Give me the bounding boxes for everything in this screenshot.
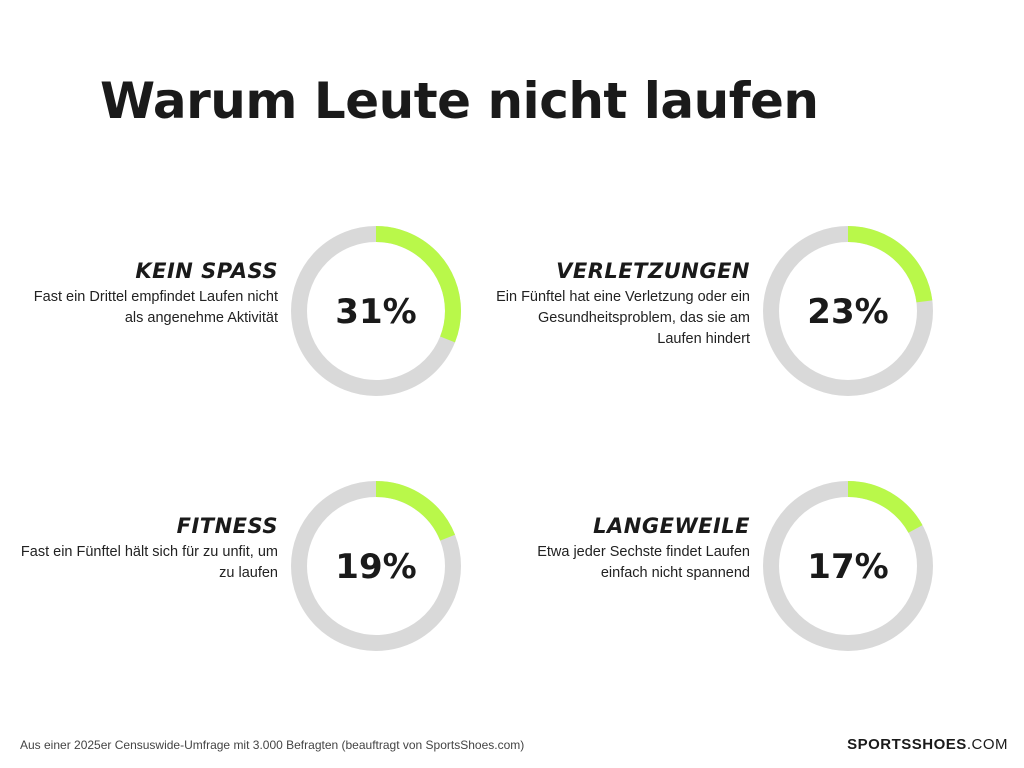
stat-item: FITNESS Fast ein Fünftel hält sich für z… [0,476,466,656]
stat-heading: FITNESS [176,514,278,538]
donut-chart: 23% [763,226,933,396]
stat-description: Fast ein Drittel empfindet Laufen nicht … [33,289,278,326]
logo-rest: .COM [966,736,1008,753]
stat-item: VERLETZUNGEN Ein Fünftel hat eine Verlet… [457,221,938,401]
donut-chart: 19% [291,481,461,651]
source-note: Aus einer 2025er Censuswide-Umfrage mit … [20,738,525,752]
donut-value-arc [291,226,461,396]
stat-description: Ein Fünftel hat eine Verletzung oder ein… [496,289,750,347]
stat-heading: KEIN SPASS [135,259,278,283]
page-title: Warum Leute nicht laufen [100,72,819,130]
stat-text: KEIN SPASS Fast ein Drittel empfindet La… [18,259,278,329]
donut-chart: 17% [763,481,933,651]
stat-item: KEIN SPASS Fast ein Drittel empfindet La… [0,221,466,401]
sportsshoes-logo: SPORTSSHOES.COM [847,736,1008,753]
donut-value-arc [763,226,933,396]
stat-item: LANGEWEILE Etwa jeder Sechste findet Lau… [457,476,938,656]
stat-description: Fast ein Fünftel hält sich für zu unfit,… [20,544,278,581]
donut-value-label: 23% [807,292,888,332]
stat-text: FITNESS Fast ein Fünftel hält sich für z… [18,514,278,584]
donut-value-arc [291,481,461,651]
stat-heading: VERLETZUNGEN [556,259,750,283]
stat-text: LANGEWEILE Etwa jeder Sechste findet Lau… [490,514,750,584]
donut-value-label: 19% [335,547,416,587]
donut-value-label: 31% [335,292,416,332]
donut-chart: 31% [291,226,461,396]
logo-bold: SPORTSSHOES [847,736,967,753]
stat-heading: LANGEWEILE [593,514,750,538]
donut-value-label: 17% [807,547,888,587]
stat-description: Etwa jeder Sechste findet Laufen einfach… [537,544,750,581]
stat-text: VERLETZUNGEN Ein Fünftel hat eine Verlet… [490,259,750,350]
donut-value-arc [763,481,933,651]
